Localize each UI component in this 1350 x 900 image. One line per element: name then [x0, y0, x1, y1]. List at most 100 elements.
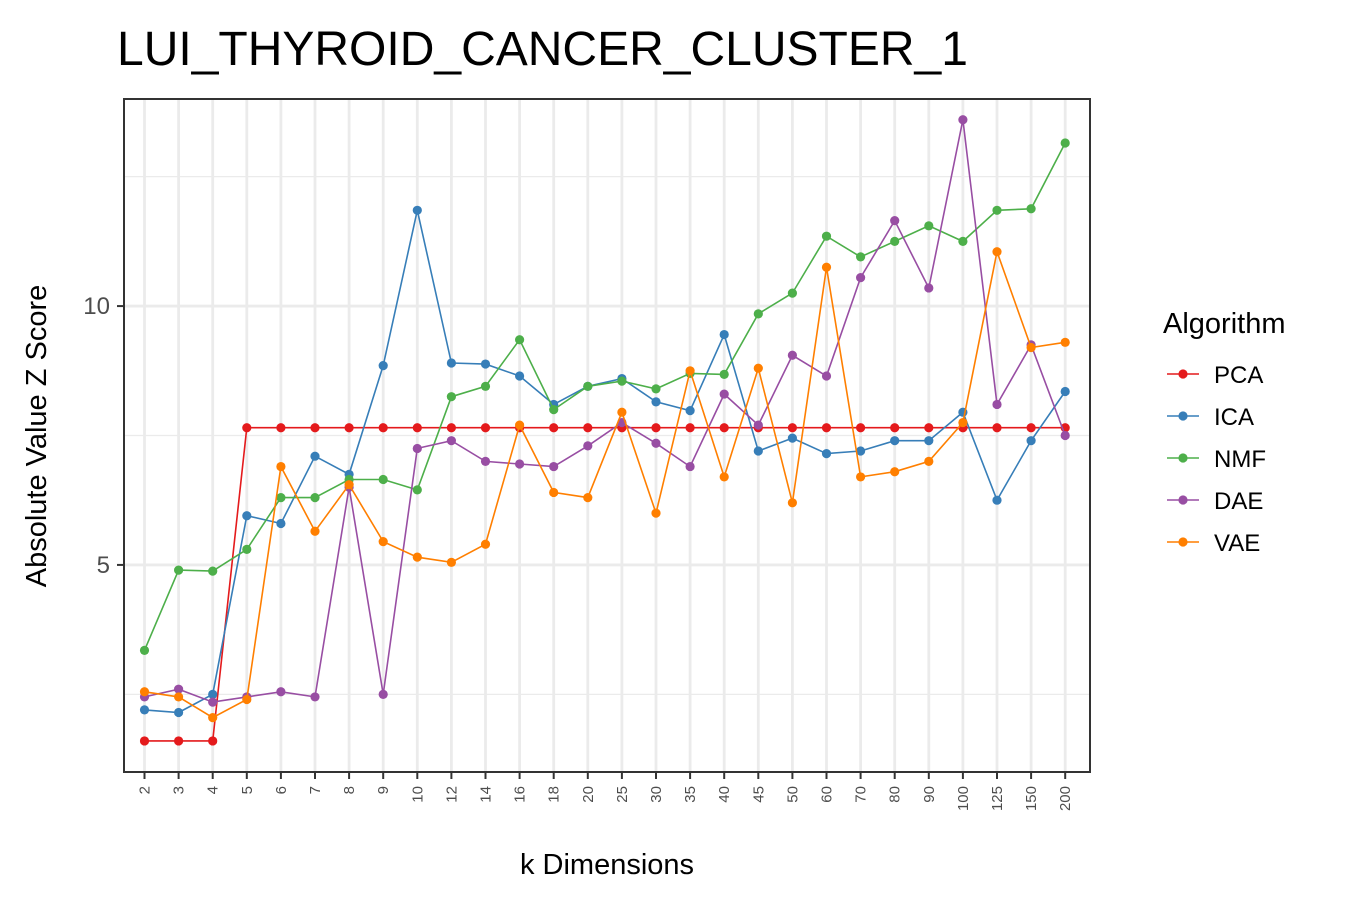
point-nmf-60 [821, 231, 832, 241]
point-nmf-16 [515, 335, 525, 345]
legend-key-point-dae [1178, 495, 1188, 505]
point-vae-80 [890, 467, 900, 477]
x-tick-label-25: 25 [614, 786, 631, 803]
point-ica-70 [856, 446, 866, 456]
point-pca-12 [446, 423, 456, 433]
point-dae-90 [924, 283, 934, 293]
point-vae-20 [583, 493, 593, 503]
point-vae-3 [174, 692, 184, 702]
point-nmf-70 [856, 252, 866, 262]
point-nmf-150 [1026, 204, 1036, 214]
series-line-vae [144, 248, 1066, 719]
point-pca-6 [276, 423, 286, 433]
point-ica-125 [992, 495, 1002, 505]
point-nmf-6 [276, 493, 286, 503]
x-tick-label-12: 12 [443, 786, 460, 803]
point-vae-30 [651, 508, 661, 518]
point-vae-8 [344, 480, 354, 490]
point-ica-3 [174, 707, 184, 718]
point-dae-125 [992, 399, 1002, 410]
point-vae-45 [753, 363, 763, 373]
point-vae-125 [992, 247, 1002, 257]
legend-title: Algorithm [1163, 308, 1286, 340]
point-ica-60 [821, 449, 832, 459]
point-ica-10 [412, 205, 422, 215]
y-tick-label-10: 10 [83, 293, 110, 320]
point-pca-60 [821, 423, 832, 433]
point-dae-10 [412, 443, 422, 454]
point-vae-9 [378, 537, 388, 547]
x-tick-label-50: 50 [784, 786, 801, 803]
point-ica-7 [310, 451, 320, 461]
point-dae-14 [480, 456, 491, 466]
point-vae-6 [276, 461, 286, 472]
point-dae-16 [515, 459, 525, 469]
legend: Algorithm PCA ICA NMF DAE VAE [1163, 308, 1286, 557]
point-nmf-5 [242, 544, 252, 554]
point-nmf-12 [446, 392, 456, 402]
legend-label-nmf: NMF [1214, 446, 1266, 473]
point-dae-9 [378, 689, 388, 699]
point-vae-5 [242, 694, 252, 705]
legend-label-ica: ICA [1214, 404, 1254, 431]
point-pca-150 [1026, 423, 1036, 433]
point-pca-20 [583, 423, 593, 433]
series-line-dae [144, 119, 1066, 703]
point-pca-80 [890, 423, 900, 433]
point-vae-70 [856, 472, 866, 482]
point-dae-45 [753, 420, 763, 430]
point-dae-200 [1060, 430, 1070, 441]
point-dae-70 [856, 273, 866, 283]
point-ica-35 [685, 406, 695, 416]
point-vae-200 [1060, 337, 1070, 347]
x-tick-label-35: 35 [682, 786, 699, 803]
point-nmf-30 [651, 384, 661, 394]
x-tick-label-80: 80 [887, 786, 904, 803]
point-pca-40 [719, 423, 729, 433]
point-vae-90 [924, 456, 934, 466]
point-nmf-40 [719, 369, 729, 380]
x-tick-label-8: 8 [341, 786, 358, 794]
point-pca-35 [685, 423, 695, 433]
point-nmf-7 [310, 493, 320, 503]
point-dae-100 [958, 115, 968, 125]
point-dae-80 [890, 216, 900, 226]
point-ica-14 [480, 359, 491, 369]
x-tick-label-6: 6 [273, 786, 290, 794]
point-vae-60 [821, 262, 832, 272]
x-tick-label-100: 100 [955, 786, 972, 811]
point-vae-4 [208, 713, 218, 723]
point-dae-35 [685, 461, 695, 472]
point-pca-8 [344, 423, 354, 433]
series-line-nmf [143, 142, 1066, 651]
series-line-pca [144, 426, 1066, 742]
point-ica-40 [719, 329, 729, 340]
point-pca-5 [242, 423, 252, 433]
point-nmf-80 [890, 236, 900, 246]
x-tick-label-10: 10 [409, 786, 426, 803]
point-vae-14 [480, 539, 491, 549]
point-dae-12 [446, 436, 456, 446]
point-ica-45 [753, 446, 763, 456]
point-pca-125 [992, 423, 1002, 433]
x-tick-label-90: 90 [921, 786, 938, 803]
point-ica-12 [446, 358, 456, 368]
point-ica-4 [208, 689, 218, 699]
point-pca-50 [787, 423, 798, 433]
point-vae-12 [446, 557, 456, 567]
point-nmf-3 [174, 565, 184, 575]
point-ica-90 [924, 436, 934, 446]
point-dae-20 [583, 441, 593, 451]
x-tick-label-3: 3 [171, 786, 188, 794]
point-ica-150 [1026, 436, 1036, 446]
point-dae-3 [174, 684, 184, 694]
legend-label-pca: PCA [1214, 362, 1263, 389]
x-axis-label: k Dimensions [520, 849, 694, 881]
legend-label-dae: DAE [1214, 488, 1263, 515]
point-vae-7 [310, 526, 320, 536]
x-tick-label-30: 30 [648, 786, 665, 803]
point-nmf-25 [617, 376, 627, 386]
point-pca-70 [856, 423, 866, 433]
point-nmf-125 [992, 205, 1002, 215]
